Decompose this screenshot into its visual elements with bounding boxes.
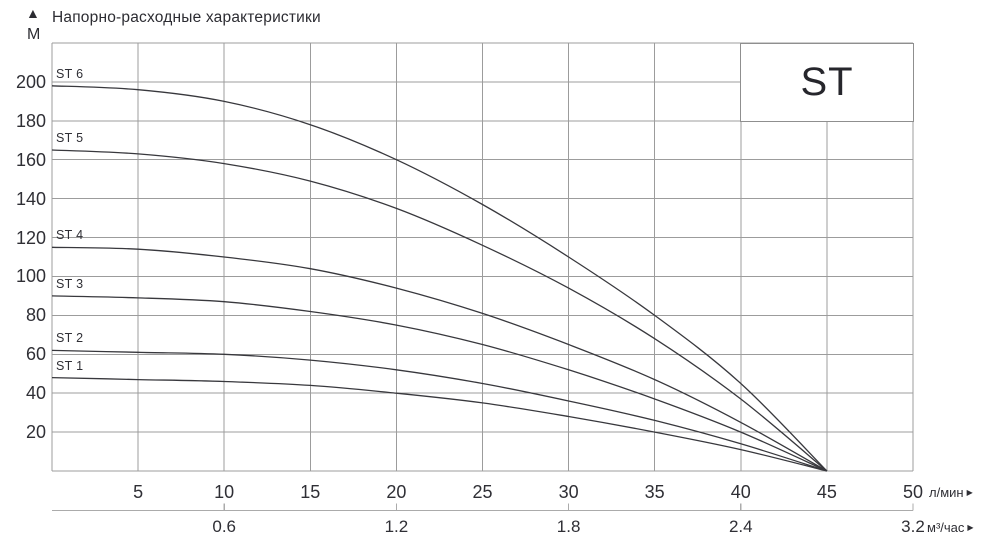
y-tick-label: 80 [25,305,46,326]
x-secondary-tick-label: 0.6 [212,517,236,536]
x-secondary-tick-label: 1.2 [384,517,409,536]
x-tick-label: 50 [902,482,924,502]
y-tick-label: 200 [15,71,46,92]
curve-label-st-2: ST 2 [56,331,84,346]
x-axis-secondary-unit-text: м³/час [927,520,965,535]
chart-title: Напорно-расходные характеристики [52,9,321,26]
x-tick-label: 5 [133,482,144,502]
y-axis-unit: М [27,26,41,43]
x-tick-label: 15 [300,482,321,502]
curve-st-1 [51,376,828,472]
x-tick-label: 40 [730,482,751,502]
right-arrow-icon: ▶ [967,523,974,532]
right-arrow-icon: ▶ [966,488,973,497]
legend-label: ST [800,60,854,104]
curve-st-6 [51,85,828,472]
x-tick-label: 35 [644,482,665,502]
curve-st-3 [51,295,828,472]
x-tick-label: 20 [386,482,407,502]
curve-st-2 [51,349,828,472]
y-tick-label: 100 [15,266,46,287]
curve-st-4 [51,246,828,472]
legend-box: ST [740,43,914,122]
x-secondary-tick-label: 3.2 [901,517,925,536]
curve-label-st-6: ST 6 [56,66,84,81]
y-axis-up-arrow-icon: ▲ [26,5,40,21]
y-tick-label: 40 [25,383,46,404]
x-axis-primary-unit-text: л/мин [929,485,964,500]
x-tick-label: 25 [472,482,493,502]
y-tick-label: 120 [15,227,46,248]
curve-label-st-4: ST 4 [56,228,84,243]
x-tick-label: 30 [558,482,579,502]
x-secondary-tick-label: 1.8 [556,517,581,536]
y-tick-label: 20 [25,422,46,443]
x-axis-primary-unit: л/мин ▶ [929,485,973,500]
x-tick-label: 45 [816,482,837,502]
x-secondary-tick-label: 2.4 [728,517,753,536]
curve-label-st-3: ST 3 [56,276,84,291]
y-tick-label: 160 [15,149,46,170]
curve-label-st-1: ST 1 [56,358,84,373]
y-tick-label: 180 [15,110,46,131]
x-tick-label: 10 [214,482,235,502]
y-tick-label: 60 [25,344,46,365]
curve-st-5 [51,149,828,472]
y-tick-label: 140 [15,188,46,209]
x-axis-secondary-unit: м³/час ▶ [927,520,974,535]
curve-label-st-5: ST 5 [56,131,84,145]
